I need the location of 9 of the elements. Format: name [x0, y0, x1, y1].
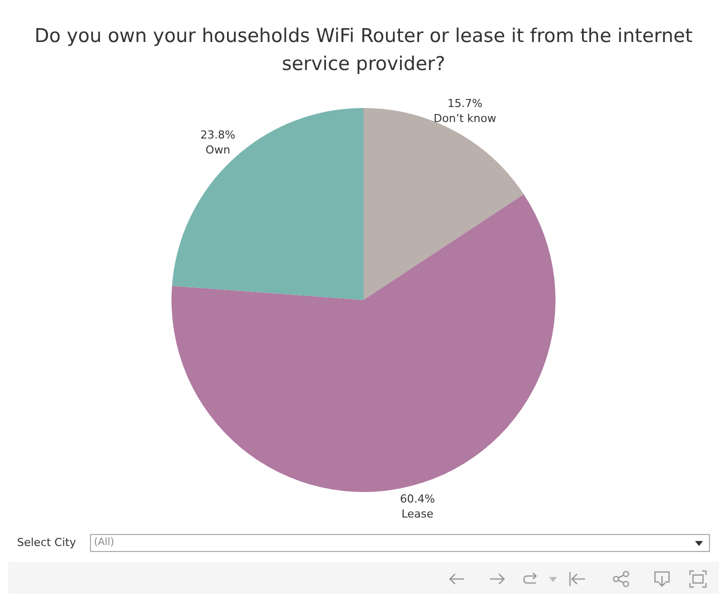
- slice-label: Lease: [401, 507, 434, 520]
- slice-label: Don’t know: [434, 112, 496, 125]
- text: Select City: [17, 536, 76, 549]
- data-label: 60.4%: [400, 492, 435, 506]
- chart-title: Do you own your households WiFi Router or lease it from the internet service provider?: [33, 24, 694, 77]
- slice-label: Own: [206, 144, 230, 157]
- text: (All): [90, 534, 710, 552]
- data-label: 23.8%: [200, 128, 236, 142]
- data-label: 15.7%: [447, 96, 482, 110]
